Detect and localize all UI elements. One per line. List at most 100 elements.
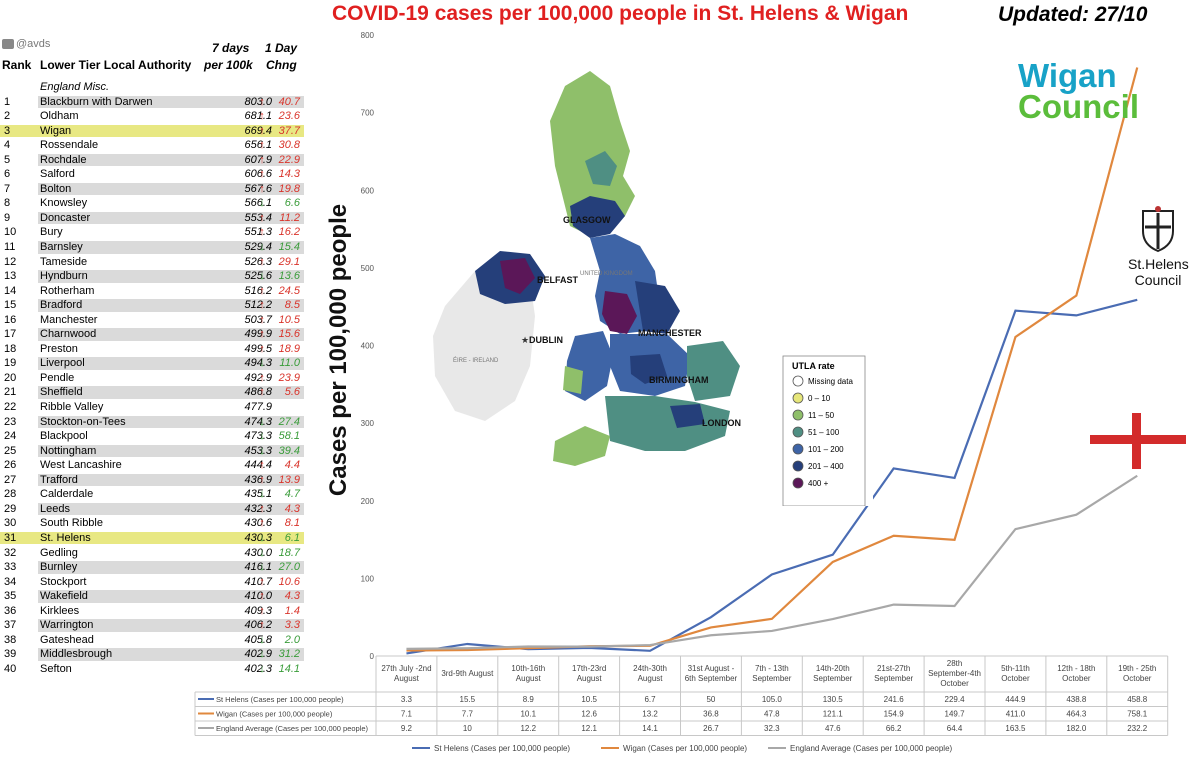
y-tick-label: 700 — [361, 109, 375, 118]
change-cell: 23.9 — [278, 371, 300, 384]
series-line-wigan — [406, 67, 1139, 652]
authority-cell: Sheffield — [40, 386, 83, 399]
rate-cell: 499.9 — [244, 328, 272, 341]
table-row: 28 Calderdale 435.1 ↓ 4.7 — [0, 487, 304, 502]
authority-cell: Wigan — [40, 124, 72, 137]
rank-cell: 32 — [4, 546, 17, 559]
rank-cell: 28 — [4, 488, 17, 501]
row-background — [0, 124, 304, 138]
table-row: 13 Hyndburn 525.6 ↓ 13.6 — [0, 269, 304, 284]
change-cell: 2.0 — [284, 633, 300, 646]
table-row: 11 Barnsley 529.4 ↓ 15.4 — [0, 240, 304, 255]
change-cell: 27.4 — [278, 415, 300, 428]
table-row: 6 Salford 606.6 ↑ 14.3 — [0, 167, 304, 182]
rate-cell: 405.8 — [244, 633, 272, 646]
change-cell: 8.1 — [284, 517, 300, 530]
arrow-up-icon: ↑ — [259, 328, 265, 341]
arrow-up-icon: ↑ — [259, 575, 265, 588]
table-row: 26 West Lancashire 444.4 ↑ 4.4 — [0, 458, 304, 473]
rank-cell: 40 — [4, 662, 17, 675]
arrow-up-icon: ↑ — [259, 124, 265, 137]
x-tick-line: October — [940, 679, 969, 688]
rank-cell: 2 — [4, 110, 11, 123]
table-value: 32.3 — [764, 724, 780, 733]
authority-cell: Charnwood — [40, 328, 97, 341]
rate-cell: 432.3 — [244, 502, 272, 515]
group-name: England Misc. — [40, 81, 110, 93]
table-row: 32 Gedling 430.0 ↓ 18.7 — [0, 546, 304, 561]
st-helens-council-logo: St.Helens Council — [1128, 205, 1189, 288]
rank-cell: 30 — [4, 517, 17, 530]
x-tick-label: 17th-23rd August — [572, 664, 606, 683]
table-value: 7.7 — [462, 710, 474, 719]
rate-cell: 567.6 — [244, 182, 272, 195]
change-cell: 8.5 — [284, 299, 300, 312]
rank-cell: 5 — [4, 153, 11, 166]
authority-cell: Bolton — [40, 182, 72, 195]
table-value: 14.1 — [642, 724, 658, 733]
rate-cell: 430.3 — [244, 531, 272, 544]
arrow-down-icon: ↓ — [259, 546, 265, 559]
red-cross-icon — [1090, 413, 1186, 469]
table-row: 10 Bury 551.3 ↑ 16.2 — [0, 225, 304, 240]
change-cell: 5.6 — [284, 386, 300, 399]
legend-label: 201 – 400 — [808, 462, 844, 471]
table-value: 12.2 — [520, 724, 536, 733]
rate-cell: 499.5 — [244, 342, 272, 355]
x-tick-line: October — [1001, 674, 1030, 683]
map-label-birmingham: BIRMINGHAM — [649, 375, 709, 385]
map-legend: UTLA rate Missing data 0 – 10 11 – 50 51 – … — [782, 355, 866, 507]
authority-cell: Rotherham — [40, 284, 95, 297]
uk-covid-map: GLASGOW BELFAST DUBLIN MANCHESTER BIRMIN… — [405, 66, 873, 507]
x-tick-label: 21st-27th September — [874, 664, 913, 683]
change-cell: 13.9 — [278, 473, 300, 486]
x-tick-line: August — [638, 674, 664, 683]
authority-cell: Liverpool — [40, 357, 85, 370]
table-value: 149.7 — [945, 710, 966, 719]
change-cell: 39.4 — [278, 444, 300, 457]
rate-cell: 553.4 — [244, 211, 272, 224]
table-value: 12.6 — [581, 710, 597, 719]
rank-cell: 6 — [4, 168, 11, 181]
rate-cell: 430.0 — [244, 546, 272, 559]
updated-label: Updated: 27/10 — [998, 3, 1148, 26]
table-value: 9.2 — [401, 724, 413, 733]
table-value: 130.5 — [823, 695, 844, 704]
arrow-down-icon: ↓ — [259, 357, 265, 370]
legend-swatch — [792, 443, 804, 455]
rate-cell: 492.9 — [244, 371, 272, 384]
x-tick-line: 3rd-9th August — [441, 669, 494, 678]
map-label-manchester: MANCHESTER — [638, 328, 702, 338]
legend-label: 400 + — [808, 479, 829, 488]
authority-cell: Oldham — [40, 110, 79, 123]
rate-cell: 681.1 — [244, 110, 272, 123]
change-cell: 15.4 — [278, 241, 300, 254]
rate-cell: 503.7 — [244, 313, 272, 326]
authority-cell: Rochdale — [40, 153, 87, 166]
change-cell: 3.3 — [284, 619, 300, 632]
table-value: 758.1 — [1127, 710, 1148, 719]
authority-cell: Rossendale — [40, 139, 99, 152]
x-tick-label: 28th September-4th October — [928, 659, 981, 688]
x-tick-label: 5th-11th October — [1001, 664, 1030, 683]
east-anglia — [687, 341, 740, 401]
rate-cell: 551.3 — [244, 226, 272, 239]
rate-cell: 453.3 — [244, 444, 272, 457]
table-row: 1 Blackburn with Darwen 803.0 ↑ 40.7 — [0, 95, 304, 110]
wigan-council-logo: Wigan Council — [1018, 59, 1139, 123]
table-value: 47.6 — [825, 724, 841, 733]
table-value: 10.5 — [581, 695, 597, 704]
table-value: 182.0 — [1066, 724, 1087, 733]
legend-swatch — [792, 477, 804, 489]
x-tick-line: 24th-30th — [633, 664, 667, 673]
map-label-belfast: BELFAST — [537, 275, 579, 285]
row-background — [38, 590, 304, 603]
row-background — [38, 153, 304, 167]
table-value: 458.8 — [1127, 695, 1148, 704]
table-value: 232.2 — [1127, 724, 1148, 733]
authority-cell: Calderdale — [40, 488, 94, 501]
table-value: 12.1 — [581, 724, 597, 733]
scotland — [550, 71, 635, 236]
arrow-down-icon: ↓ — [259, 633, 265, 646]
